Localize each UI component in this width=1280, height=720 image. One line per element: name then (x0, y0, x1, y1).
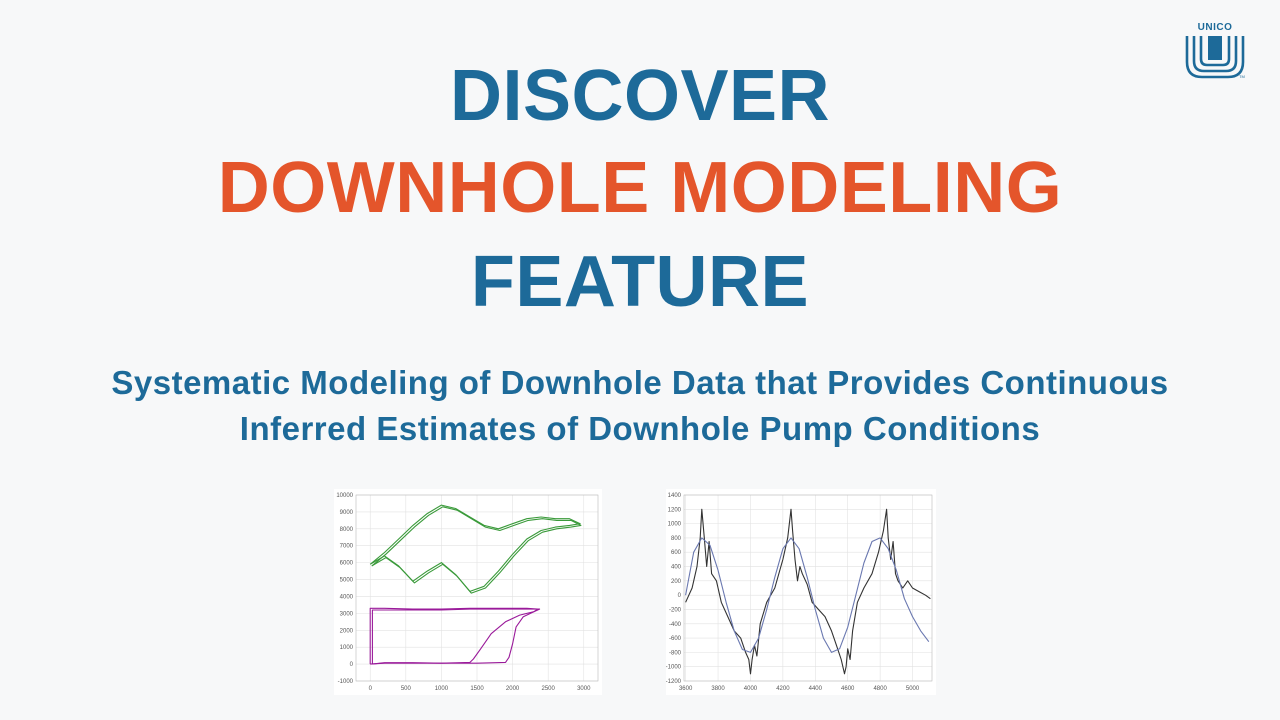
y-tick-label: -800 (669, 650, 682, 656)
x-tick-label: 4200 (776, 686, 790, 692)
y-tick-label: 800 (671, 536, 682, 542)
y-tick-label: 0 (350, 662, 354, 668)
x-tick-label: 4000 (744, 686, 758, 692)
y-tick-label: -1200 (666, 679, 682, 685)
y-tick-label: 4000 (340, 594, 354, 600)
y-tick-label: 1000 (668, 522, 682, 528)
y-tick-label: -1000 (338, 679, 354, 685)
x-tick-label: 1000 (435, 686, 449, 692)
y-tick-label: 5000 (340, 578, 354, 584)
waveform-chart-svg: -1200 -1000 -800 -600 -400 -200 0 200 400 600 800 1… (666, 493, 933, 692)
plot-area (683, 494, 933, 682)
y-tick-label: 8000 (340, 527, 354, 533)
grid (356, 494, 598, 682)
dynamometer-card-chart-svg: -100001000200030004000500060007000800090… (336, 493, 599, 692)
waveform-chart: -1200 -1000 -800 -600 -400 -200 0 200 400 600 800 1… (666, 489, 936, 695)
subtitle-line-2: Inferred Estimates of Downhole Pump Cond… (239, 410, 1041, 447)
series-line-0 (369, 504, 581, 592)
y-tick-label: 6000 (340, 561, 354, 567)
series-line-1 (371, 506, 582, 594)
y-tick-label: 9000 (340, 510, 354, 516)
x-tick-label: 2500 (541, 686, 555, 692)
y-tick-label: -600 (669, 636, 682, 642)
y-tick-label: 0 (678, 593, 682, 599)
y-tick-label: 7000 (340, 544, 354, 550)
y-tick-label: 3000 (340, 611, 354, 617)
headline-feature: FEATURE (470, 242, 810, 322)
subtitle: Systematic Modeling of Downhole Data tha… (0, 360, 1280, 452)
x-tick-label: 4400 (809, 686, 823, 692)
series-line-1 (685, 537, 930, 653)
x-tick-label: 500 (401, 686, 412, 692)
y-tick-label: -200 (669, 607, 682, 613)
x-tick-label: 3000 (577, 686, 591, 692)
y-tick-label: -1000 (666, 665, 682, 671)
headline-downhole-modeling: DOWNHOLE MODELING (217, 148, 1063, 228)
y-tick-label: 400 (671, 565, 682, 571)
series-line-3 (371, 608, 541, 665)
subtitle-line-1: Systematic Modeling of Downhole Data tha… (111, 364, 1169, 401)
y-tick-label: 200 (671, 579, 682, 585)
headline-discover: DISCOVER (449, 56, 831, 136)
y-tick-label: 1400 (668, 493, 682, 499)
x-tick-label: 2000 (506, 686, 520, 692)
series-line-0 (685, 508, 931, 675)
dynamometer-card-chart: -1000 0 1000 2000 3000 4000 5000 6000 7000 8000 90… (334, 489, 602, 695)
y-tick-label: 1200 (668, 507, 682, 513)
unico-logo: UNICO TM (1184, 22, 1248, 80)
x-tick-label: 4800 (873, 686, 887, 692)
logo-mark-icon: TM (1185, 36, 1245, 79)
y-tick-label: 600 (671, 550, 682, 556)
x-tick-label: 4600 (841, 686, 855, 692)
trademark-mark: TM (1239, 74, 1245, 79)
y-tick-label: 1000 (340, 645, 354, 651)
x-tick-label: 3600 (679, 686, 693, 692)
logo-text: UNICO (1197, 22, 1233, 33)
y-tick-label: -400 (669, 622, 682, 628)
x-tick-label: 3800 (711, 686, 725, 692)
x-tick-label: 1500 (470, 686, 484, 692)
x-tick-label: 5000 (906, 686, 920, 692)
x-tick-label: 0 (369, 686, 373, 692)
y-tick-label: 2000 (340, 628, 354, 634)
y-tick-label: 10000 (336, 493, 353, 499)
plot-area (355, 494, 599, 682)
